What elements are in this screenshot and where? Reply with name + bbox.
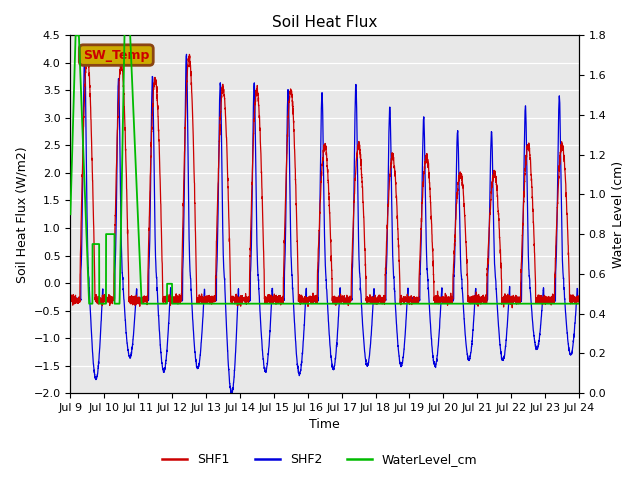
Legend: SHF1, SHF2, WaterLevel_cm: SHF1, SHF2, WaterLevel_cm bbox=[157, 448, 483, 471]
X-axis label: Time: Time bbox=[309, 419, 340, 432]
SHF2 bbox=[410, 297, 418, 302]
WaterLevel_cm bbox=[121, 23, 129, 28]
SHF1 bbox=[67, 293, 74, 299]
SHF2 bbox=[438, 297, 446, 302]
Line: WaterLevel_cm: WaterLevel_cm bbox=[70, 25, 579, 304]
SHF2 bbox=[67, 296, 74, 302]
SHF2 bbox=[227, 391, 235, 397]
WaterLevel_cm bbox=[67, 211, 74, 217]
SHF1 bbox=[158, 250, 166, 255]
SHF1 bbox=[83, 49, 91, 55]
WaterLevel_cm bbox=[158, 301, 166, 307]
Title: Soil Heat Flux: Soil Heat Flux bbox=[272, 15, 378, 30]
SHF1 bbox=[438, 297, 446, 302]
Text: SW_Temp: SW_Temp bbox=[83, 48, 150, 61]
WaterLevel_cm bbox=[467, 301, 475, 307]
SHF2 bbox=[467, 346, 475, 352]
SHF1 bbox=[508, 305, 516, 311]
Y-axis label: Water Level (cm): Water Level (cm) bbox=[612, 161, 625, 268]
SHF1 bbox=[467, 296, 475, 302]
SHF1 bbox=[575, 297, 583, 303]
SHF1 bbox=[575, 297, 582, 303]
SHF2 bbox=[575, 296, 583, 302]
WaterLevel_cm bbox=[575, 301, 583, 307]
Y-axis label: Soil Heat Flux (W/m2): Soil Heat Flux (W/m2) bbox=[15, 146, 28, 283]
WaterLevel_cm bbox=[438, 301, 446, 307]
SHF2 bbox=[575, 298, 582, 304]
WaterLevel_cm bbox=[575, 301, 582, 307]
SHF1 bbox=[410, 294, 418, 300]
WaterLevel_cm bbox=[410, 301, 418, 307]
SHF1 bbox=[305, 295, 313, 301]
SHF2 bbox=[182, 51, 190, 57]
SHF2 bbox=[306, 297, 314, 302]
WaterLevel_cm bbox=[306, 301, 314, 307]
Line: SHF1: SHF1 bbox=[70, 52, 579, 308]
SHF2 bbox=[158, 360, 166, 366]
Line: SHF2: SHF2 bbox=[70, 54, 579, 394]
WaterLevel_cm bbox=[85, 301, 93, 307]
